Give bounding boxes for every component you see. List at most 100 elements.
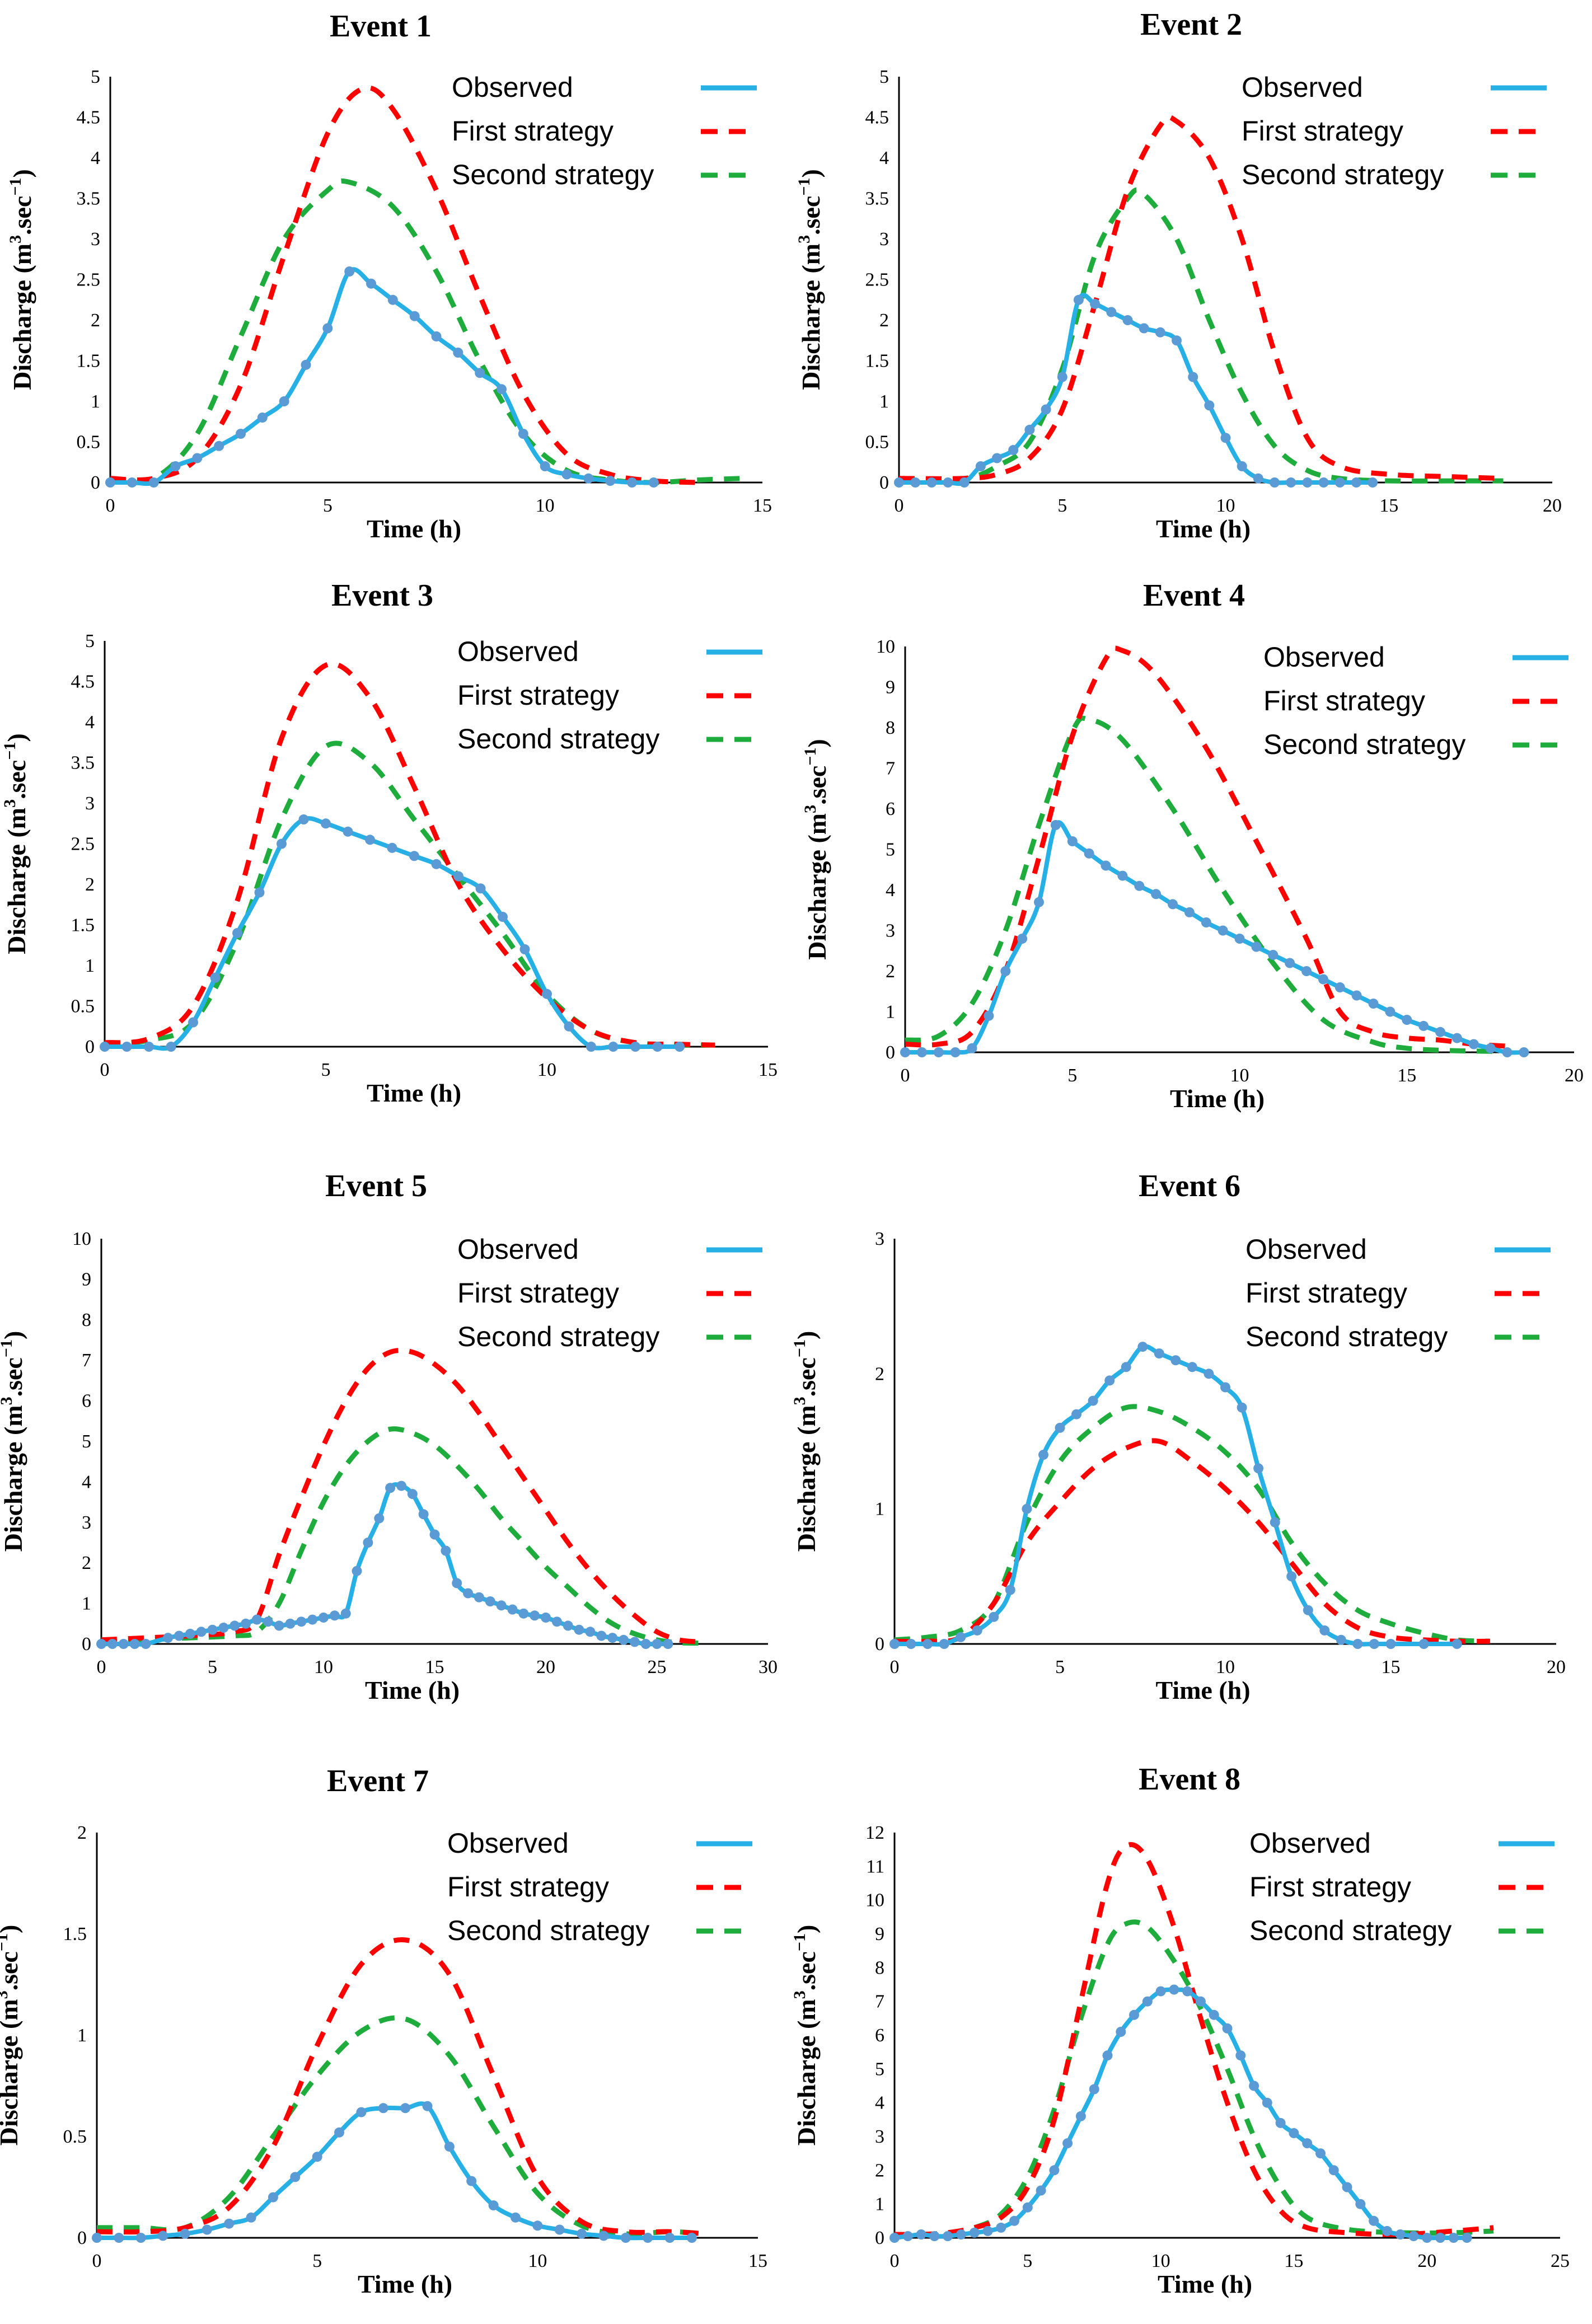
y-tick-label: 4.5: [865, 107, 889, 128]
y-tick-label: 0: [886, 1042, 895, 1063]
observed-point: [170, 461, 181, 471]
observed-point: [1302, 477, 1313, 488]
y-tick-label: 0.5: [77, 432, 101, 453]
observed-point: [1303, 1605, 1313, 1615]
observed-point: [210, 972, 221, 983]
series-line-first-strategy: [104, 661, 715, 1048]
observed-point: [1237, 461, 1247, 471]
observed-point: [511, 2212, 521, 2223]
observed-point: [1270, 477, 1280, 488]
series-line-second-strategy: [894, 1919, 1494, 2237]
y-tick-label: 3.5: [865, 189, 889, 209]
observed-point: [105, 477, 115, 488]
observed-point: [463, 1588, 474, 1599]
x-tick-label: 5: [1057, 495, 1067, 516]
observed-point: [352, 1566, 362, 1576]
observed-point: [1022, 2202, 1033, 2213]
observed-point: [100, 1042, 110, 1052]
observed-point: [1188, 372, 1198, 382]
observed-point: [1151, 889, 1162, 899]
y-tick-label: 1: [82, 1594, 91, 1614]
observed-point: [1328, 2165, 1339, 2176]
observed-point: [319, 1612, 329, 1623]
x-tick-label: 5: [323, 495, 333, 516]
observed-point: [246, 2212, 256, 2223]
observed-point: [1121, 1362, 1131, 1372]
observed-point: [652, 1042, 663, 1052]
observed-point: [312, 2152, 322, 2162]
observed-point: [1102, 2050, 1113, 2061]
x-tick-label: 5: [321, 1060, 331, 1080]
legend-label: First strategy: [447, 1871, 609, 1903]
observed-point: [989, 1611, 999, 1622]
observed-point: [1315, 2148, 1326, 2159]
observed-point: [1057, 372, 1067, 382]
y-tick-label: 3: [875, 1229, 884, 1249]
observed-point: [916, 2229, 926, 2239]
observed-point: [1351, 990, 1362, 1001]
y-tick-label: 1: [91, 391, 100, 412]
observed-point: [1139, 323, 1149, 334]
observed-point: [972, 1625, 982, 1636]
observed-point: [1382, 2225, 1392, 2236]
observed-point: [329, 1610, 340, 1621]
chart-panel-4: Event 4 0 1 2 3 4 5 6 7 8 9 10 0 5 10 15 20 Time (h) Disch…: [801, 578, 1584, 1113]
observed-point: [1268, 950, 1279, 960]
y-tick-label: 1.5: [63, 1924, 87, 1945]
observed-point: [1422, 2233, 1432, 2243]
observed-point: [1335, 982, 1345, 992]
x-tick-label: 5: [208, 1657, 217, 1678]
x-axis-label: Time (h): [1170, 1084, 1265, 1113]
observed-point: [135, 2233, 146, 2243]
y-tick-label: 0: [875, 1634, 884, 1655]
observed-point: [663, 1639, 673, 1649]
observed-point: [1462, 2233, 1472, 2243]
x-tick-label: 10: [536, 495, 555, 516]
y-tick-label: 8: [875, 1957, 884, 1978]
observed-point: [929, 2231, 940, 2241]
observed-point: [144, 1042, 154, 1052]
x-tick-label: 20: [1565, 1065, 1584, 1086]
observed-point: [1075, 2111, 1086, 2121]
legend: Observed First strategy Second strategy: [457, 636, 762, 755]
legend-label: Second strategy: [1249, 1915, 1451, 1946]
observed-point: [939, 1639, 949, 1649]
observed-point: [298, 814, 309, 824]
observed-point: [982, 2225, 993, 2236]
x-tick-label: 20: [1417, 2251, 1436, 2271]
y-tick-label: 0: [879, 472, 889, 493]
observed-point: [158, 2231, 168, 2241]
observed-point: [409, 851, 419, 861]
observed-point: [1249, 2081, 1259, 2091]
observed-point: [431, 331, 442, 341]
observed-point: [1286, 477, 1296, 488]
observed-point: [1237, 1402, 1247, 1413]
observed-point: [1071, 1409, 1081, 1419]
observed-point: [387, 294, 398, 305]
observed-point: [453, 348, 463, 358]
observed-point: [1036, 2185, 1046, 2196]
legend: Observed First strategy Second strategy: [447, 1828, 752, 1946]
series-line-observed: [894, 1987, 1467, 2241]
observed-point: [1385, 1639, 1396, 1649]
y-tick-label: 4.5: [77, 107, 101, 128]
observed-point: [926, 477, 937, 488]
x-tick-label: 15: [748, 2251, 767, 2271]
y-tick-label: 4.5: [71, 672, 95, 692]
observed-point: [163, 1633, 174, 1643]
observed-point: [1275, 2117, 1286, 2128]
observed-point: [902, 2231, 913, 2241]
observed-point: [475, 883, 486, 894]
y-tick-label: 0: [85, 1037, 95, 1057]
observed-point: [1104, 1375, 1115, 1386]
chart-title: Event 2: [1140, 7, 1242, 42]
legend: Observed First strategy Second strategy: [1245, 1234, 1551, 1352]
observed-point: [1129, 2009, 1139, 2020]
observed-point: [452, 1578, 462, 1589]
observed-point: [1302, 2138, 1313, 2149]
y-tick-label: 2: [82, 1553, 91, 1573]
observed-point: [992, 453, 1002, 463]
observed-point: [114, 2233, 124, 2243]
observed-point: [1502, 1047, 1513, 1057]
observed-point: [967, 1043, 977, 1053]
